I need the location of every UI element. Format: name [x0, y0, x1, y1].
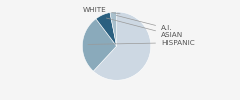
Wedge shape — [82, 19, 117, 71]
Text: A.I.: A.I. — [116, 15, 173, 31]
Wedge shape — [96, 12, 117, 46]
Text: HISPANIC: HISPANIC — [88, 40, 195, 46]
Text: WHITE: WHITE — [82, 7, 120, 14]
Wedge shape — [110, 12, 117, 46]
Text: ASIAN: ASIAN — [106, 18, 183, 38]
Wedge shape — [93, 12, 151, 80]
